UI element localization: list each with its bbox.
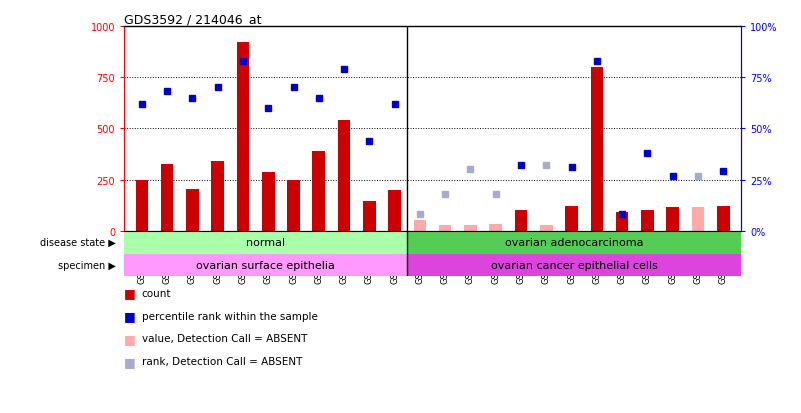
Bar [124, 254, 407, 277]
Bar [710, 231, 736, 268]
Bar [566, 207, 578, 231]
Bar [584, 231, 610, 268]
Bar [236, 43, 249, 231]
Bar [483, 231, 509, 268]
Text: disease state ▶: disease state ▶ [40, 237, 116, 248]
Bar [616, 213, 629, 231]
Bar [717, 207, 730, 231]
Bar [691, 208, 704, 231]
Text: ■: ■ [124, 332, 136, 345]
Bar [388, 190, 401, 231]
Text: value, Detection Call = ABSENT: value, Detection Call = ABSENT [142, 334, 307, 344]
Bar [666, 208, 679, 231]
Bar [155, 231, 179, 268]
Bar [129, 231, 155, 268]
Text: ovarian surface epithelia: ovarian surface epithelia [196, 260, 335, 271]
Bar [288, 180, 300, 231]
Bar [312, 152, 325, 231]
Text: specimen ▶: specimen ▶ [58, 260, 116, 271]
Text: GDS3592 / 214046_at: GDS3592 / 214046_at [124, 13, 262, 26]
Bar [161, 165, 174, 231]
Bar [281, 231, 306, 268]
Bar [407, 231, 433, 268]
Bar [509, 231, 533, 268]
Bar [439, 225, 452, 231]
Text: normal: normal [246, 237, 285, 248]
Text: percentile rank within the sample: percentile rank within the sample [142, 311, 318, 321]
Text: ovarian cancer epithelial cells: ovarian cancer epithelial cells [491, 260, 658, 271]
Text: ■: ■ [124, 309, 136, 323]
Bar [356, 231, 382, 268]
Bar [231, 231, 256, 268]
Bar [590, 68, 603, 231]
Bar [205, 231, 231, 268]
Bar [610, 231, 634, 268]
Text: ■: ■ [124, 355, 136, 368]
Bar [686, 231, 710, 268]
Bar [332, 231, 356, 268]
Bar [540, 225, 553, 231]
Bar [413, 220, 426, 231]
Text: count: count [142, 288, 171, 298]
Bar [634, 231, 660, 268]
Bar [464, 225, 477, 231]
Bar [433, 231, 458, 268]
Bar [262, 173, 275, 231]
Text: rank, Detection Call = ABSENT: rank, Detection Call = ABSENT [142, 356, 302, 366]
Bar [186, 190, 199, 231]
Bar [515, 211, 527, 231]
Text: ■: ■ [124, 287, 136, 300]
Bar [407, 231, 741, 254]
Bar [306, 231, 332, 268]
Bar [533, 231, 559, 268]
Bar [559, 231, 584, 268]
Bar [363, 202, 376, 231]
Bar [660, 231, 686, 268]
Bar [407, 254, 741, 277]
Bar [179, 231, 205, 268]
Bar [641, 211, 654, 231]
Bar [124, 231, 407, 254]
Bar [458, 231, 483, 268]
Bar [211, 162, 224, 231]
Bar [489, 224, 502, 231]
Bar [382, 231, 407, 268]
Bar [338, 121, 350, 231]
Bar [135, 180, 148, 231]
Bar [256, 231, 281, 268]
Text: ovarian adenocarcinoma: ovarian adenocarcinoma [505, 237, 643, 248]
